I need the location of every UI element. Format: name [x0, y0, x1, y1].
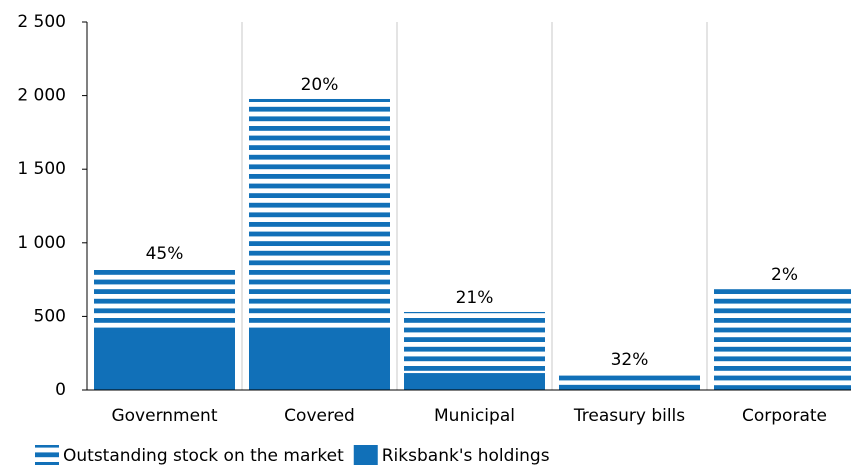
legend-swatch: [35, 445, 59, 465]
annotation: 32%: [611, 350, 649, 370]
x-tick-label: Municipal: [434, 406, 515, 426]
bar: [94, 332, 235, 390]
bar: [404, 373, 545, 390]
y-tick-label: 0: [55, 380, 66, 400]
annotation: 2%: [771, 265, 798, 285]
annotation: 20%: [301, 75, 339, 95]
x-tick-label: Corporate: [742, 406, 827, 426]
y-tick-label: 2 500: [17, 12, 66, 32]
y-tick-label: 1 500: [17, 159, 66, 179]
x-tick-label: Government: [111, 406, 217, 426]
bar: [559, 384, 700, 390]
bar: [714, 289, 851, 390]
x-tick-label: Covered: [284, 406, 355, 426]
legend-label: Riksbank's holdings: [382, 446, 550, 466]
y-tick-label: 2 000: [17, 86, 66, 106]
bar: [714, 387, 851, 390]
legend-swatch: [353, 445, 378, 465]
legend-label: Outstanding stock on the market: [63, 446, 344, 466]
y-tick-label: 1 000: [17, 233, 66, 253]
annotation: 45%: [146, 244, 184, 264]
y-tick-label: 500: [34, 306, 66, 326]
annotation: 21%: [456, 288, 494, 308]
x-tick-label: Treasury bills: [573, 406, 685, 426]
bar: [249, 329, 390, 390]
